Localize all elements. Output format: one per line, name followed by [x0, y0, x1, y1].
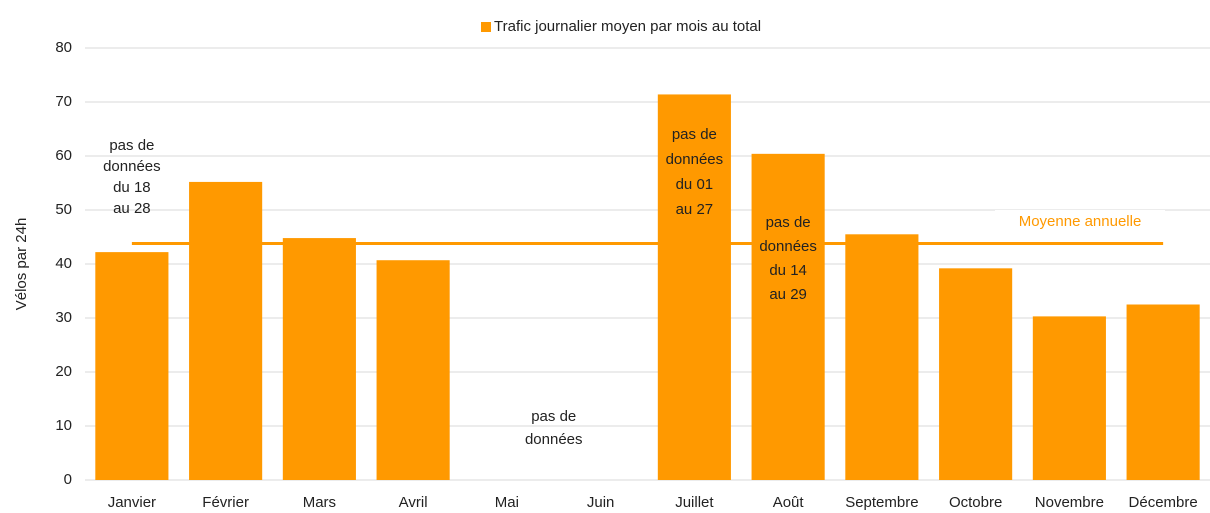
reference-label-bg	[995, 210, 1165, 234]
reference-label: Moyenne annuelle	[1019, 213, 1142, 230]
annotation: pas de	[766, 214, 811, 231]
x-tick-label: Août	[773, 494, 805, 511]
x-tick-label: Décembre	[1129, 494, 1198, 511]
bar	[95, 252, 169, 480]
annotation: pas de	[109, 137, 154, 154]
x-tick-label: Octobre	[949, 494, 1002, 511]
bar	[939, 268, 1013, 480]
bar	[1032, 316, 1106, 480]
bar	[751, 153, 825, 480]
x-tick-label: Septembre	[845, 494, 918, 511]
y-tick-label: 0	[64, 471, 72, 488]
x-tick-label: Novembre	[1035, 494, 1104, 511]
legend-label: Trafic journalier moyen par mois au tota…	[494, 18, 761, 35]
x-tick-label: Janvier	[108, 494, 156, 511]
y-tick-label: 20	[55, 363, 72, 380]
bar	[657, 94, 731, 480]
y-tick-label: 50	[55, 201, 72, 218]
bar	[845, 234, 919, 480]
x-tick-label: Juin	[587, 494, 615, 511]
y-tick-label: 40	[55, 255, 72, 272]
bar	[1126, 304, 1200, 480]
annotation: du 14	[769, 262, 807, 279]
x-tick-label: Avril	[399, 494, 428, 511]
annotation: données	[103, 158, 161, 175]
annotation: données	[525, 431, 583, 448]
bar	[189, 181, 263, 481]
y-tick-label: 10	[55, 417, 72, 434]
y-tick-label: 30	[55, 309, 72, 326]
annotation: pas de	[672, 126, 717, 143]
bar	[282, 238, 356, 480]
annotation: données	[666, 151, 724, 168]
x-tick-label: Mars	[303, 494, 336, 511]
legend-swatch	[481, 22, 491, 32]
y-tick-label: 60	[55, 147, 72, 164]
annotation: données	[759, 238, 817, 255]
bar	[376, 260, 450, 480]
x-tick-label: Mai	[495, 494, 519, 511]
annotation: au 28	[113, 200, 151, 217]
annotation: au 27	[676, 201, 714, 218]
y-tick-label: 70	[55, 93, 72, 110]
y-axis-label: Vélos par 24h	[13, 218, 30, 311]
annotation: au 29	[769, 286, 807, 303]
x-tick-label: Juillet	[675, 494, 714, 511]
annotation: pas de	[531, 408, 576, 425]
annotation: du 01	[676, 176, 714, 193]
x-tick-label: Février	[202, 494, 249, 511]
annotation: du 18	[113, 179, 151, 196]
y-tick-label: 80	[55, 39, 72, 56]
